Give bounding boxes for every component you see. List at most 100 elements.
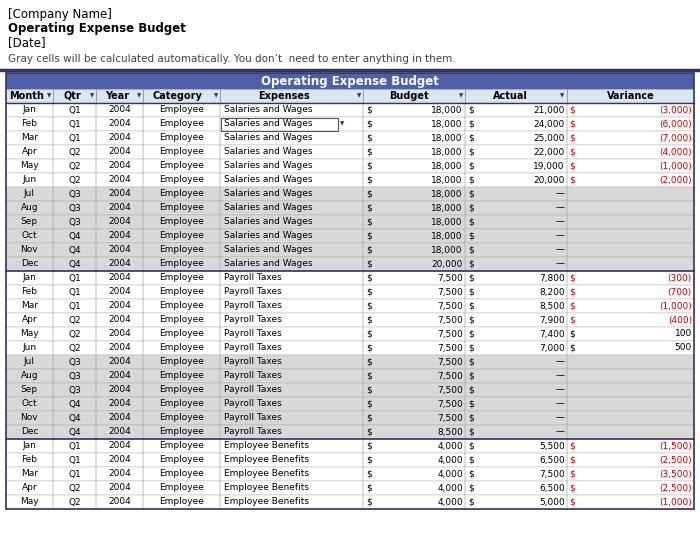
Text: Aug: Aug (20, 203, 38, 212)
Bar (6, 131, 52, 145)
Text: Q2: Q2 (68, 315, 80, 325)
Text: 2004: 2004 (108, 315, 131, 325)
Text: Employee: Employee (159, 176, 204, 184)
Text: Feb: Feb (22, 119, 37, 128)
Bar (363, 229, 465, 243)
Bar (52, 159, 96, 173)
Text: —: — (556, 428, 565, 436)
Bar (6, 383, 52, 397)
Text: $: $ (366, 260, 372, 268)
Text: Dec: Dec (20, 260, 38, 268)
Bar (96, 117, 143, 131)
Text: Employee: Employee (159, 231, 204, 241)
Bar (6, 229, 694, 243)
Text: ▼: ▼ (357, 94, 361, 99)
Bar (465, 327, 567, 341)
Bar (96, 173, 143, 187)
Text: (1,500): (1,500) (659, 442, 692, 450)
Text: $: $ (468, 483, 474, 493)
Text: Employee: Employee (159, 190, 204, 198)
Text: Q1: Q1 (68, 469, 80, 479)
Text: $: $ (468, 442, 474, 450)
Text: Apr: Apr (22, 315, 37, 325)
Text: 2004: 2004 (108, 455, 131, 464)
Text: $: $ (366, 385, 372, 395)
Text: Employee: Employee (159, 428, 204, 436)
Bar (52, 495, 96, 509)
Text: ▼: ▼ (340, 121, 344, 126)
Bar (143, 89, 220, 103)
Text: Operating Expense Budget: Operating Expense Budget (8, 22, 186, 35)
Text: 2004: 2004 (108, 147, 131, 157)
Bar (143, 215, 220, 229)
Bar (143, 327, 220, 341)
Text: $: $ (366, 428, 372, 436)
Bar (465, 201, 567, 215)
Bar (220, 271, 363, 285)
Text: $: $ (468, 455, 474, 464)
Text: $: $ (366, 119, 372, 128)
Text: Employee: Employee (159, 246, 204, 255)
Text: $: $ (570, 133, 575, 143)
Bar (6, 467, 694, 481)
Text: Payroll Taxes: Payroll Taxes (224, 344, 281, 352)
Text: Q2: Q2 (68, 147, 80, 157)
Bar (143, 355, 220, 369)
Text: (1,000): (1,000) (659, 301, 692, 311)
Bar (6, 201, 694, 215)
Bar (220, 439, 363, 453)
Text: $: $ (468, 147, 474, 157)
Text: Q1: Q1 (68, 133, 80, 143)
Text: $: $ (468, 217, 474, 227)
Bar (96, 495, 143, 509)
Text: Employee: Employee (159, 260, 204, 268)
Text: Mar: Mar (21, 133, 38, 143)
Text: 4,000: 4,000 (438, 498, 463, 507)
Bar (6, 271, 694, 285)
Bar (96, 103, 143, 117)
Bar (52, 173, 96, 187)
Bar (465, 145, 567, 159)
Bar (6, 481, 52, 495)
Bar (96, 299, 143, 313)
Bar (52, 117, 96, 131)
Text: Q3: Q3 (68, 203, 80, 212)
Text: —: — (556, 371, 565, 380)
Text: May: May (20, 498, 38, 507)
Text: $: $ (468, 119, 474, 128)
Bar (567, 103, 694, 117)
Text: —: — (556, 385, 565, 395)
Bar (6, 215, 52, 229)
Bar (220, 453, 363, 467)
Bar (52, 453, 96, 467)
Text: 2004: 2004 (108, 483, 131, 493)
Bar (52, 369, 96, 383)
Bar (6, 411, 694, 425)
Bar (220, 299, 363, 313)
Bar (143, 243, 220, 257)
Bar (220, 285, 363, 299)
Bar (6, 369, 694, 383)
Bar (143, 313, 220, 327)
Bar (96, 187, 143, 201)
Bar (567, 411, 694, 425)
Text: Jan: Jan (22, 106, 36, 114)
Bar (6, 467, 52, 481)
Bar (52, 215, 96, 229)
Text: 2004: 2004 (108, 330, 131, 339)
Text: $: $ (570, 176, 575, 184)
Bar (6, 299, 694, 313)
Text: Salaries and Wages: Salaries and Wages (224, 119, 312, 128)
Text: $: $ (468, 469, 474, 479)
Text: Q4: Q4 (68, 428, 80, 436)
Bar (567, 299, 694, 313)
Text: —: — (556, 217, 565, 227)
Bar (6, 355, 52, 369)
Text: Q1: Q1 (68, 455, 80, 464)
Bar (6, 145, 52, 159)
Bar (567, 159, 694, 173)
Bar (6, 159, 694, 173)
Text: 18,000: 18,000 (431, 231, 463, 241)
Bar (363, 103, 465, 117)
Bar (6, 453, 52, 467)
